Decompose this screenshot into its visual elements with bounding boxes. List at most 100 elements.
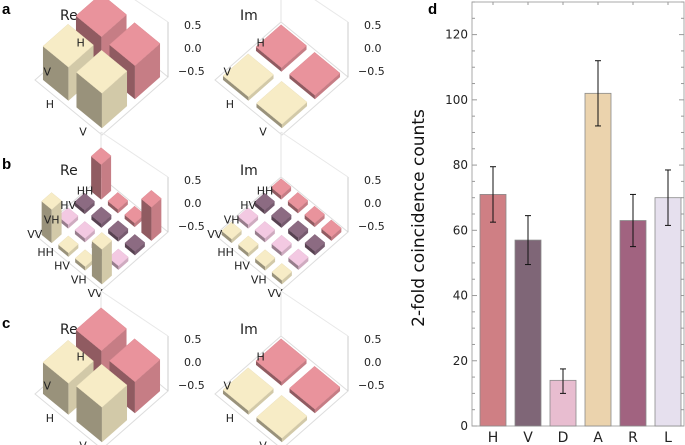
- bar-top: [42, 23, 94, 68]
- z-tick-label: 0.0: [364, 197, 382, 210]
- bar-top: [91, 232, 113, 250]
- bar-top: [221, 221, 242, 240]
- bar-side-left: [238, 244, 249, 257]
- matrix-bar: [255, 338, 307, 386]
- bar-side-left: [107, 201, 118, 214]
- matrix-bar: [254, 221, 276, 243]
- density-matrix-panels: Re0.50.0−0.5HVHVIm0.50.0−0.5HVHVRe0.50.0…: [27, 0, 385, 445]
- bar-top: [90, 147, 112, 165]
- bar-side-left: [255, 360, 282, 386]
- column-label: HH: [37, 246, 54, 259]
- bar-side-left: [91, 241, 102, 285]
- bar-top: [270, 178, 292, 196]
- column-label: V: [79, 125, 87, 138]
- bar-side-left: [74, 201, 85, 215]
- bar-side-left: [271, 187, 282, 200]
- row-label: HH: [77, 184, 94, 197]
- matrix-bar: [141, 190, 162, 241]
- plot-title: Re: [60, 8, 78, 24]
- matrix-bar: [74, 192, 95, 215]
- z-tick-label: 0.5: [184, 19, 202, 32]
- top-edge: [314, 0, 349, 23]
- bar-top: [287, 220, 309, 238]
- matrix-bar: [256, 395, 308, 443]
- bar-side-right: [264, 201, 275, 215]
- bar-side-left: [256, 103, 282, 129]
- column-label: HV: [234, 260, 250, 273]
- matrix-plot-c-im: Im 0.5 0.0 −0.5 H V H V: [214, 290, 385, 445]
- bar-R: [619, 220, 647, 427]
- bar-side-right: [118, 228, 129, 242]
- z-tick-label: −0.5: [358, 65, 385, 78]
- z-tick-label: 0.0: [364, 356, 382, 369]
- bar-top: [255, 24, 307, 68]
- bar-top: [141, 190, 162, 208]
- bar-side-right: [84, 229, 95, 243]
- bar-side-left: [254, 230, 265, 243]
- row-label: V: [224, 380, 232, 393]
- z-tick-label: 0.0: [184, 42, 202, 55]
- z-tick-label: 0.5: [364, 19, 382, 32]
- bar-top: [289, 366, 341, 410]
- bar-side-left: [124, 214, 135, 228]
- bar-side-left: [75, 258, 86, 271]
- bar-side-left: [108, 229, 119, 242]
- bar-side-right: [248, 215, 259, 229]
- bar-side-right: [134, 242, 145, 256]
- row-label: HH: [257, 184, 274, 197]
- bar-A: [584, 92, 612, 427]
- bar-top: [222, 367, 274, 411]
- bar-side-left: [271, 215, 282, 228]
- bar-side-left: [58, 244, 69, 257]
- bar-side-right: [281, 271, 292, 285]
- matrix-bar: [255, 24, 307, 72]
- bar-side-right: [264, 229, 275, 243]
- bar-side-left: [271, 272, 282, 285]
- bar-side-left: [141, 199, 152, 241]
- z-tick-label: 0.5: [364, 333, 382, 346]
- matrix-bar: [124, 234, 146, 256]
- z-tick-label: −0.5: [178, 220, 205, 233]
- matrix-bar: [90, 147, 112, 200]
- z-tick-label: 0.5: [184, 174, 202, 187]
- plot-title: Im: [240, 163, 258, 179]
- floor-grid: [214, 21, 349, 136]
- bar-side-left: [91, 156, 102, 200]
- matrix-bar: [304, 205, 325, 228]
- y-tick-label: 40: [453, 289, 468, 303]
- bar-side-right: [265, 257, 276, 271]
- bar-top: [124, 234, 146, 252]
- top-edge: [100, 131, 169, 178]
- bar-top: [74, 221, 96, 239]
- column-label: H: [46, 412, 54, 425]
- bar-side-left: [288, 229, 299, 242]
- bar-side-right: [248, 244, 259, 257]
- bar-top: [107, 220, 129, 238]
- bar-top: [254, 249, 276, 267]
- bar-side-left: [254, 201, 265, 215]
- y-tick-label: 20: [453, 354, 468, 368]
- column-label: HV: [54, 260, 70, 273]
- matrix-bar: [76, 364, 128, 443]
- bar-side-right: [297, 200, 308, 214]
- bar-top: [304, 234, 326, 252]
- row-label: HV: [60, 199, 76, 212]
- row-label: V: [224, 66, 232, 79]
- plot-title: Im: [240, 8, 258, 24]
- row-label: H: [257, 37, 265, 50]
- z-tick-label: −0.5: [178, 379, 205, 392]
- top-edge: [280, 290, 349, 337]
- bar-top: [255, 338, 307, 382]
- y-tick-label: 80: [453, 158, 468, 172]
- z-tick-label: −0.5: [178, 65, 205, 78]
- matrix-bar: [107, 192, 129, 214]
- bar-side-right: [314, 73, 341, 100]
- bar-top: [254, 221, 276, 239]
- z-tick-label: 0.5: [364, 174, 382, 187]
- bar-side-left: [255, 46, 282, 72]
- z-tick-label: 0.0: [364, 42, 382, 55]
- bar-side-left: [222, 389, 249, 415]
- bar-L: [654, 197, 682, 427]
- column-label: H: [226, 98, 234, 111]
